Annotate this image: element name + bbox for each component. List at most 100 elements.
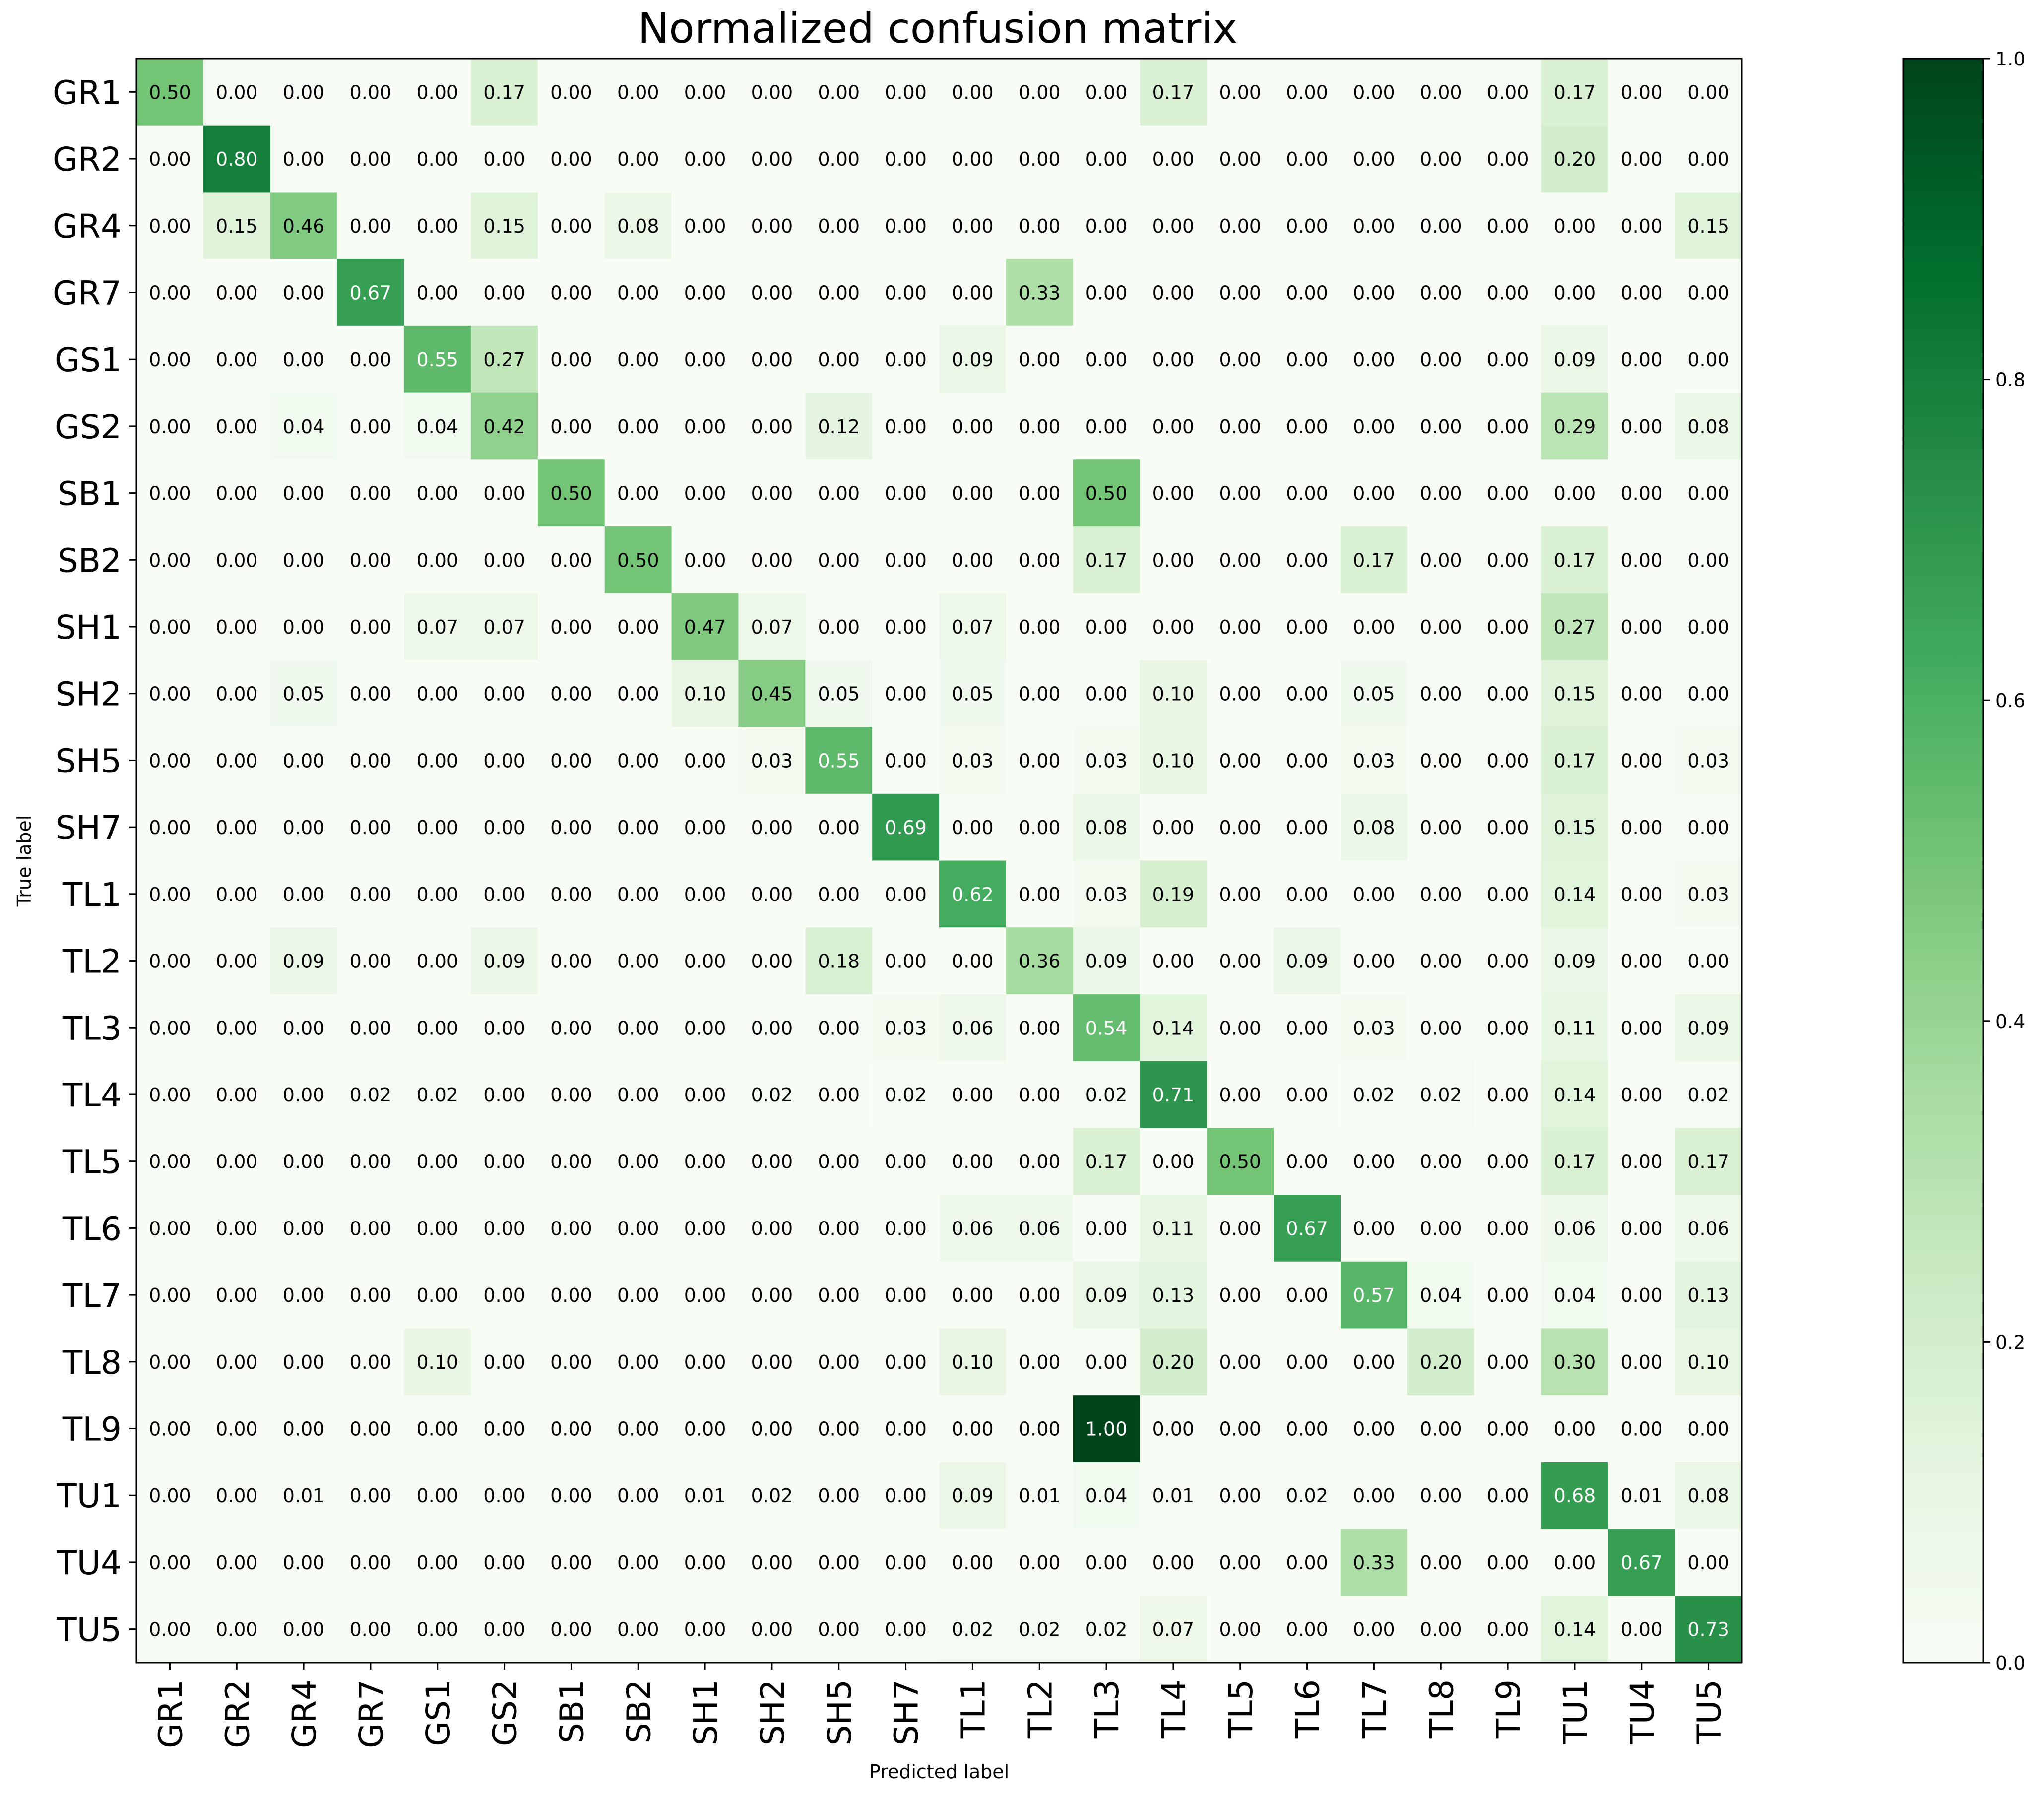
x-tick-label: TL5 bbox=[1222, 1679, 1260, 1739]
heatmap-cell-GS1-GS2 bbox=[471, 325, 538, 393]
cell-value-label: 0.00 bbox=[1353, 951, 1395, 972]
heatmap-cell-SH7-SB2 bbox=[604, 793, 672, 861]
heatmap-cell-SB2-SB2 bbox=[604, 526, 672, 594]
heatmap-cell-GS2-TU5 bbox=[1675, 392, 1742, 460]
heatmap-cell-SH7-TL6 bbox=[1274, 793, 1341, 861]
y-tick-label: SH2 bbox=[55, 675, 122, 713]
heatmap-cell-GR4-GS1 bbox=[404, 192, 471, 259]
cell-value-label: 0.00 bbox=[216, 549, 258, 571]
heatmap-cell-TU1-TL4 bbox=[1140, 1462, 1207, 1530]
cell-value-label: 0.00 bbox=[1286, 1084, 1328, 1106]
heatmap-cell-GR2-SH7 bbox=[872, 125, 940, 193]
heatmap-cell-SH7-GS1 bbox=[404, 793, 471, 861]
x-tick-label: SH5 bbox=[821, 1679, 859, 1746]
cell-value-label: 0.00 bbox=[1286, 1017, 1328, 1039]
cell-value-label: 0.00 bbox=[283, 1285, 325, 1306]
cell-value-label: 0.00 bbox=[952, 1151, 994, 1173]
heatmap-cell-TL3-TL3 bbox=[1073, 994, 1141, 1062]
cell-value-label: 0.00 bbox=[1219, 148, 1261, 170]
heatmap-cell-TL5-TL2 bbox=[1006, 1128, 1074, 1195]
cell-value-label: 0.09 bbox=[1286, 951, 1328, 972]
cell-value-label: 0.00 bbox=[617, 683, 659, 705]
heatmap-cell-GR1-SH1 bbox=[671, 59, 739, 126]
cell-value-label: 0.54 bbox=[1086, 1017, 1128, 1039]
cell-value-label: 0.00 bbox=[550, 282, 592, 304]
heatmap-cell-SH5-TL3 bbox=[1073, 727, 1141, 794]
cell-value-label: 0.00 bbox=[1219, 349, 1261, 371]
colorbar-tick-label: 0.0 bbox=[1995, 1652, 2025, 1674]
heatmap-cell-TL3-TL7 bbox=[1341, 994, 1408, 1062]
cell-value-label: 0.05 bbox=[952, 683, 994, 705]
heatmap-cell-GR1-TL4 bbox=[1140, 59, 1207, 126]
heatmap-cell-TL4-GS1 bbox=[404, 1061, 471, 1128]
cell-value-label: 0.69 bbox=[885, 817, 927, 838]
heatmap-cell-TL5-TU5 bbox=[1675, 1128, 1742, 1195]
cell-value-label: 0.00 bbox=[416, 215, 458, 237]
heatmap-cell-TL4-TU1 bbox=[1541, 1061, 1608, 1128]
cell-value-label: 0.00 bbox=[1019, 1418, 1061, 1440]
cell-value-label: 0.00 bbox=[1620, 1151, 1662, 1173]
cell-value-label: 0.00 bbox=[1420, 1619, 1462, 1641]
cell-value-label: 0.00 bbox=[1554, 1552, 1596, 1574]
heatmap-cell-SH7-GR7 bbox=[337, 793, 404, 861]
heatmap-cell-TL4-TL8 bbox=[1407, 1061, 1475, 1128]
heatmap-cell-GS2-TL7 bbox=[1341, 392, 1408, 460]
heatmap-cell-TL5-SB2 bbox=[604, 1128, 672, 1195]
heatmap-cell-TL5-TL9 bbox=[1474, 1128, 1542, 1195]
heatmap-cell-SH1-SH5 bbox=[805, 593, 873, 660]
cell-value-label: 0.00 bbox=[1620, 1418, 1662, 1440]
cell-value-label: 0.00 bbox=[216, 817, 258, 838]
heatmap-cell-TL8-TU1 bbox=[1541, 1328, 1608, 1396]
cell-value-label: 0.00 bbox=[1019, 616, 1061, 638]
heatmap-cell-TU1-SH2 bbox=[738, 1462, 806, 1530]
cell-value-label: 0.01 bbox=[1019, 1485, 1061, 1507]
cell-value-label: 0.00 bbox=[1487, 817, 1529, 838]
cell-value-label: 0.00 bbox=[216, 1351, 258, 1373]
heatmap-cell-TU5-SH2 bbox=[738, 1596, 806, 1663]
heatmap-cell-GR4-GR4 bbox=[270, 192, 338, 259]
heatmap-cell-SH2-SB1 bbox=[538, 660, 605, 727]
heatmap-cell-SH1-TL9 bbox=[1474, 593, 1542, 660]
cell-value-label: 0.00 bbox=[885, 416, 927, 438]
heatmap-cell-GS2-TL6 bbox=[1274, 392, 1341, 460]
heatmap-cell-SB2-SH2 bbox=[738, 526, 806, 594]
heatmap-cell-TU5-TL2 bbox=[1006, 1596, 1074, 1663]
cell-value-label: 0.00 bbox=[952, 282, 994, 304]
cell-value-label: 0.00 bbox=[885, 1351, 927, 1373]
cell-value-label: 0.00 bbox=[885, 483, 927, 505]
heatmap-cell-TL5-SH7 bbox=[872, 1128, 940, 1195]
cell-value-label: 0.00 bbox=[617, 416, 659, 438]
cell-value-label: 0.00 bbox=[1019, 549, 1061, 571]
heatmap-cell-SB2-TL3 bbox=[1073, 526, 1141, 594]
cell-value-label: 0.00 bbox=[1487, 1418, 1529, 1440]
cell-value-label: 0.00 bbox=[1152, 215, 1195, 237]
heatmap-cell-TL7-TL6 bbox=[1274, 1261, 1341, 1329]
cell-value-label: 0.00 bbox=[1219, 1084, 1261, 1106]
heatmap-cell-SH5-TL1 bbox=[939, 727, 1007, 794]
cell-value-label: 0.00 bbox=[149, 349, 191, 371]
heatmap-cell-TL5-TL8 bbox=[1407, 1128, 1475, 1195]
cell-value-label: 0.00 bbox=[1019, 1552, 1061, 1574]
heatmap-cell-TU5-TL3 bbox=[1073, 1596, 1141, 1663]
heatmap-cell-TL6-TL5 bbox=[1207, 1195, 1274, 1262]
heatmap-cell-GR2-GR7 bbox=[337, 125, 404, 193]
heatmap-cell-GR2-TU5 bbox=[1675, 125, 1742, 193]
heatmap-cell-GR7-SB2 bbox=[604, 259, 672, 326]
cell-value-label: 0.00 bbox=[483, 817, 525, 838]
cell-value-label: 0.00 bbox=[350, 1218, 392, 1239]
heatmap-cell-TU5-TU1 bbox=[1541, 1596, 1608, 1663]
heatmap-cell-SH2-GR1 bbox=[136, 660, 204, 727]
heatmap-cell-GR7-TL4 bbox=[1140, 259, 1207, 326]
heatmap-cell-GR7-TL7 bbox=[1341, 259, 1408, 326]
cell-value-label: 0.50 bbox=[550, 483, 592, 505]
heatmap-cell-TL4-TU4 bbox=[1608, 1061, 1675, 1128]
cell-value-label: 0.00 bbox=[751, 1552, 793, 1574]
heatmap-cell-TU4-TU4 bbox=[1608, 1529, 1675, 1596]
cell-value-label: 0.02 bbox=[1086, 1619, 1128, 1641]
heatmap-cell-SH7-TL1 bbox=[939, 793, 1007, 861]
heatmap-cell-TL2-TL4 bbox=[1140, 927, 1207, 995]
heatmap-cell-TL5-GS1 bbox=[404, 1128, 471, 1195]
heatmap-cell-TU5-GR1 bbox=[136, 1596, 204, 1663]
heatmap-cell-TL5-TL7 bbox=[1341, 1128, 1408, 1195]
cell-value-label: 0.00 bbox=[1487, 1017, 1529, 1039]
